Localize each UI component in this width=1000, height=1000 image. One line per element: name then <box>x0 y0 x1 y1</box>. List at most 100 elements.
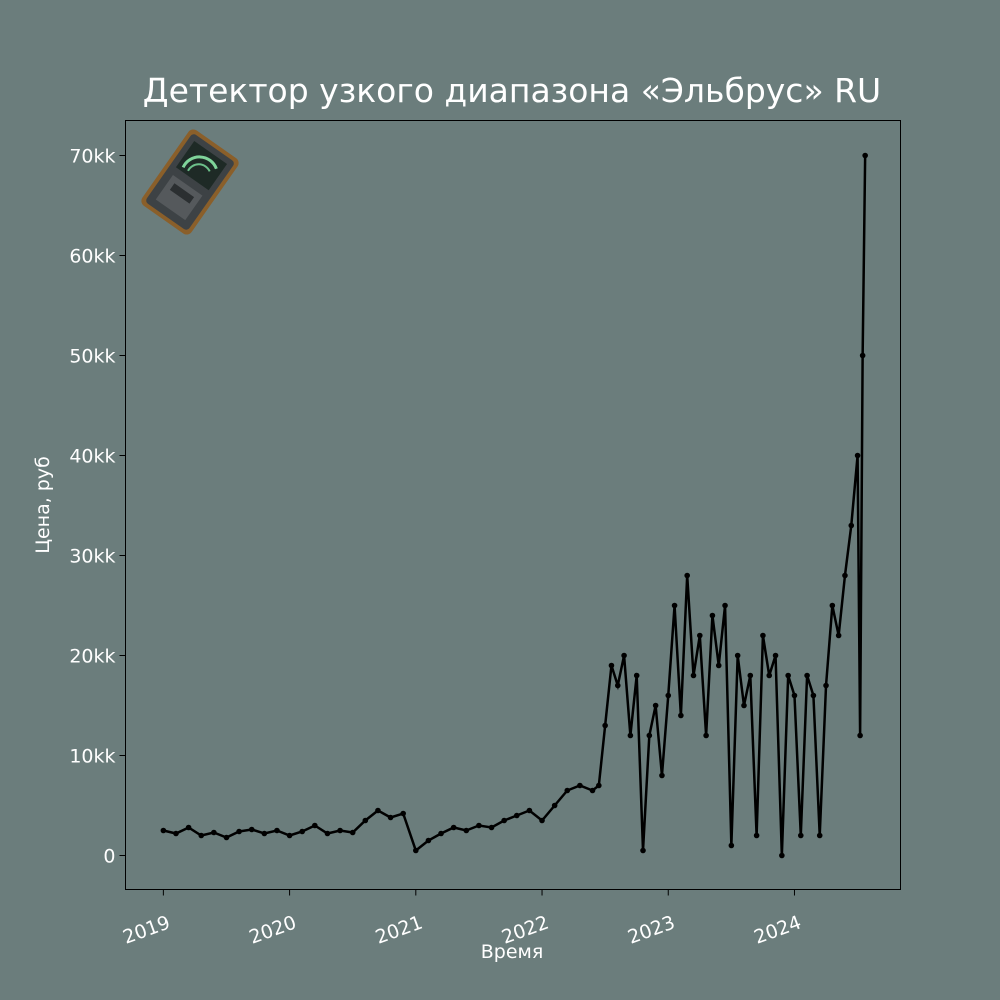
plot-frame <box>125 120 901 890</box>
price-point <box>859 352 866 359</box>
price-point <box>299 828 306 835</box>
price-point <box>741 702 747 709</box>
price-point <box>160 827 167 834</box>
y-tick-label: 0 <box>103 846 115 868</box>
price-point <box>665 692 672 699</box>
price-point <box>703 732 709 739</box>
y-tick-label: 70kk <box>69 146 115 168</box>
x-tick-label: 2019 <box>120 912 173 949</box>
price-point <box>671 602 678 609</box>
price-point <box>375 807 381 814</box>
price-point <box>659 772 665 779</box>
price-point <box>324 830 331 837</box>
price-point <box>274 827 280 834</box>
y-tick-label: 60kk <box>69 246 115 268</box>
price-point <box>337 827 343 834</box>
price-point <box>804 672 810 679</box>
price-point <box>715 662 722 669</box>
price-point <box>842 572 848 579</box>
price-point <box>463 827 470 834</box>
price-point <box>577 782 583 789</box>
price-point <box>608 662 615 669</box>
price-point <box>513 812 520 819</box>
price-point <box>564 787 571 794</box>
price-point <box>785 672 791 679</box>
price-point <box>185 824 192 831</box>
price-point <box>400 810 406 817</box>
price-point <box>526 807 533 814</box>
price-point <box>476 822 482 829</box>
price-point <box>589 787 596 794</box>
price-point <box>854 452 861 459</box>
price-point <box>614 682 621 689</box>
y-axis-label: Цена, руб <box>32 456 54 554</box>
price-point <box>362 817 369 824</box>
price-point <box>862 152 868 159</box>
price-point <box>823 682 829 689</box>
price-point <box>438 830 444 837</box>
price-point <box>810 692 817 699</box>
y-tick-label: 40kk <box>69 446 115 468</box>
price-point <box>248 826 255 833</box>
y-tick-label: 50kk <box>69 346 115 368</box>
chart-title: Детектор узкого диапазона «Эльбрус» RU <box>143 71 881 110</box>
price-point <box>349 829 356 836</box>
price-point <box>621 652 627 659</box>
price-point <box>747 672 754 679</box>
price-point <box>539 817 545 824</box>
x-tick-label: 2020 <box>246 912 299 949</box>
price-point <box>236 828 242 835</box>
price-point <box>797 832 804 839</box>
price-point <box>791 692 798 699</box>
price-point <box>835 632 842 639</box>
price-point <box>829 602 836 609</box>
price-point <box>488 824 495 831</box>
price-point <box>766 672 773 679</box>
price-point <box>772 652 779 659</box>
price-point <box>387 814 394 821</box>
price-point <box>425 837 432 844</box>
price-point <box>848 522 855 529</box>
price-point <box>223 834 230 841</box>
price-point <box>261 830 268 837</box>
price-point <box>678 712 684 719</box>
y-tick-label: 10kk <box>69 746 115 768</box>
price-point <box>760 632 766 639</box>
price-point <box>709 612 716 619</box>
price-point <box>413 847 419 854</box>
price-point <box>734 652 741 659</box>
price-point <box>697 632 703 639</box>
y-tick-label: 20kk <box>69 646 115 668</box>
price-line <box>163 155 867 856</box>
x-axis-label: Время <box>481 941 544 963</box>
price-point <box>646 732 653 739</box>
x-tick-label: 2021 <box>373 912 426 949</box>
price-point <box>816 832 823 839</box>
price-point <box>753 832 760 839</box>
price-point <box>312 822 318 829</box>
price-point <box>857 732 863 739</box>
price-point <box>633 672 640 679</box>
price-point <box>728 842 735 849</box>
item-icon <box>141 129 239 235</box>
price-point <box>286 832 293 839</box>
price-point <box>779 852 785 859</box>
price-point <box>627 732 634 739</box>
price-point <box>501 817 507 824</box>
price-point <box>211 829 217 836</box>
y-tick-label: 30kk <box>69 546 115 568</box>
price-point <box>602 722 608 729</box>
x-tick-label: 2024 <box>751 912 804 949</box>
price-point <box>450 824 457 831</box>
price-point <box>652 702 659 709</box>
price-point <box>640 847 646 854</box>
price-point <box>198 832 205 839</box>
price-point <box>684 572 690 579</box>
price-point <box>690 672 697 679</box>
x-tick-label: 2023 <box>625 912 678 949</box>
price-point <box>722 602 728 609</box>
price-point <box>173 830 179 837</box>
price-point <box>551 802 558 809</box>
